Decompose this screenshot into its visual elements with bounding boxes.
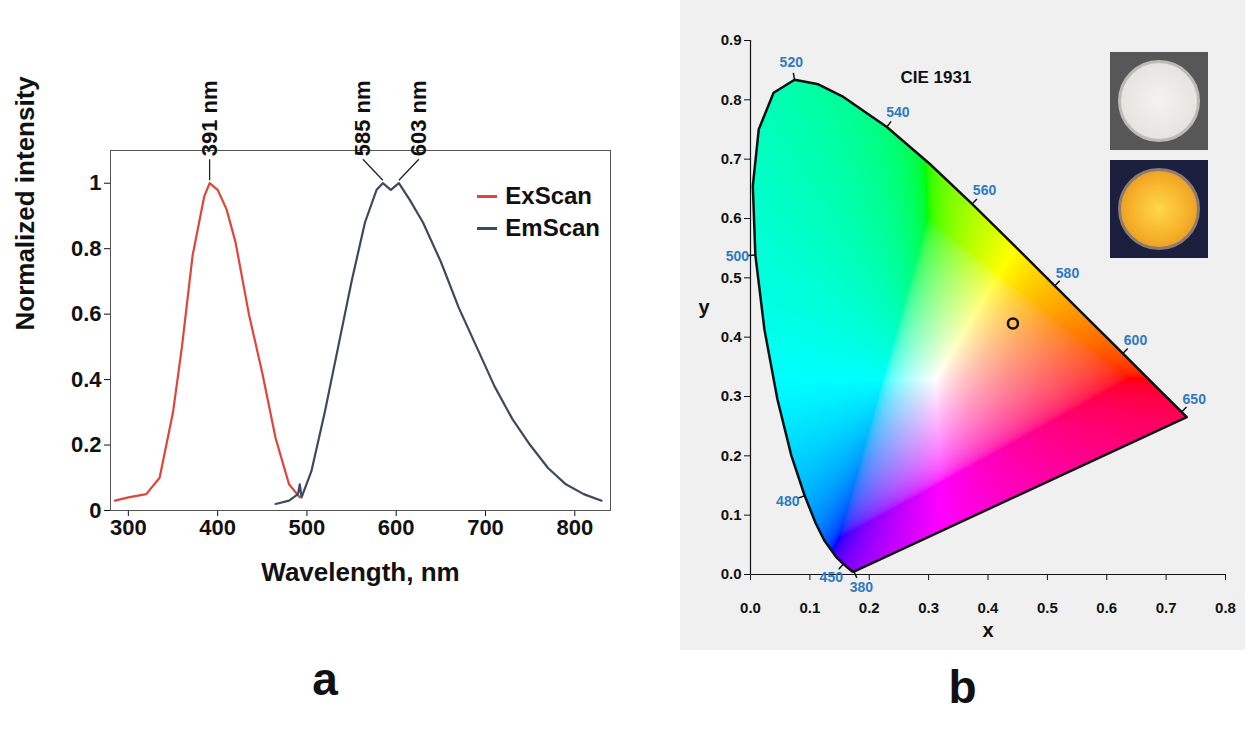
svg-text:CIE 1931: CIE 1931 — [901, 68, 972, 87]
svg-text:400: 400 — [199, 515, 236, 540]
svg-text:0.3: 0.3 — [721, 387, 742, 404]
svg-text:0.7: 0.7 — [721, 150, 742, 167]
svg-text:0.4: 0.4 — [978, 599, 1000, 616]
svg-text:0.6: 0.6 — [721, 209, 742, 226]
svg-text:300: 300 — [110, 515, 147, 540]
svg-text:560: 560 — [973, 182, 997, 198]
svg-text:1: 1 — [89, 170, 101, 195]
svg-text:450: 450 — [820, 569, 844, 585]
svg-text:0.5: 0.5 — [721, 269, 742, 286]
svg-text:0.6: 0.6 — [71, 301, 102, 326]
svg-text:0.1: 0.1 — [799, 599, 820, 616]
svg-text:650: 650 — [1183, 391, 1207, 407]
svg-text:800: 800 — [556, 515, 593, 540]
svg-text:520: 520 — [780, 54, 804, 70]
svg-text:700: 700 — [467, 515, 504, 540]
svg-text:600: 600 — [378, 515, 415, 540]
svg-text:0.8: 0.8 — [1215, 599, 1236, 616]
html-text:b: b — [948, 661, 977, 713]
html-text:a: a — [312, 653, 338, 705]
svg-text:480: 480 — [776, 493, 800, 509]
svg-text:0.2: 0.2 — [71, 432, 102, 457]
svg-text:600: 600 — [1124, 332, 1148, 348]
svg-text:500: 500 — [289, 515, 326, 540]
svg-text:0.7: 0.7 — [1156, 599, 1177, 616]
svg-text:391 nm: 391 nm — [197, 80, 222, 156]
svg-text:y: y — [699, 296, 711, 318]
svg-text:500: 500 — [726, 248, 750, 264]
svg-text:585 nm: 585 nm — [350, 80, 375, 156]
svg-text:0.8: 0.8 — [721, 91, 742, 108]
svg-text:Wavelength, nm: Wavelength, nm — [261, 557, 459, 587]
svg-text:540: 540 — [886, 104, 910, 120]
svg-text:603 nm: 603 nm — [406, 80, 431, 156]
svg-text:0.3: 0.3 — [918, 599, 939, 616]
html-text:ExScan: ExScan — [505, 182, 592, 209]
svg-text:580: 580 — [1056, 265, 1080, 281]
html-text:EmScan: EmScan — [505, 214, 600, 241]
svg-text:0.4: 0.4 — [721, 328, 743, 345]
svg-text:0.0: 0.0 — [740, 599, 761, 616]
svg-text:0.5: 0.5 — [1037, 599, 1058, 616]
svg-text:0.1: 0.1 — [721, 506, 742, 523]
svg-text:0.6: 0.6 — [1096, 599, 1117, 616]
svg-text:0: 0 — [89, 498, 101, 523]
svg-text:x: x — [982, 619, 993, 641]
svg-text:0.2: 0.2 — [859, 599, 880, 616]
svg-text:0.9: 0.9 — [721, 31, 742, 48]
svg-text:0.4: 0.4 — [71, 367, 102, 392]
svg-text:0.0: 0.0 — [721, 565, 742, 582]
svg-text:0.8: 0.8 — [71, 236, 102, 261]
svg-text:0.2: 0.2 — [721, 447, 742, 464]
svg-text:Normalized intensity: Normalized intensity — [10, 76, 40, 331]
svg-text:380: 380 — [850, 579, 874, 595]
